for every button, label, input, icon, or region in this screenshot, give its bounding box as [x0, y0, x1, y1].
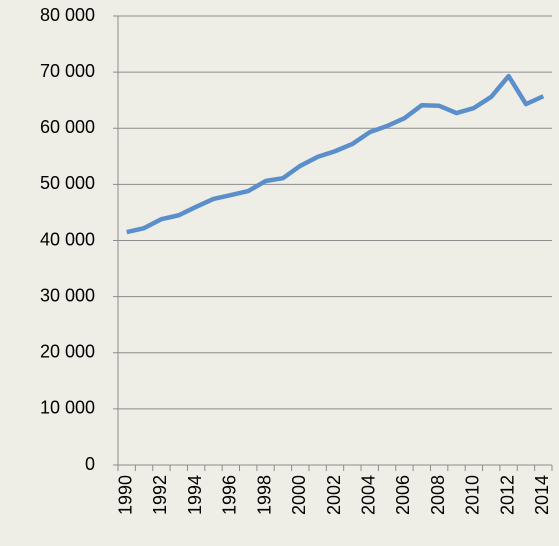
y-tick-label: 60 000 — [40, 117, 95, 137]
x-tick-label: 2010 — [463, 475, 483, 515]
x-tick-label: 1994 — [185, 475, 205, 515]
y-tick-label: 0 — [85, 454, 95, 474]
x-tick-label: 1998 — [254, 475, 274, 515]
y-tick-label: 40 000 — [40, 229, 95, 249]
x-tick-label: 2002 — [324, 475, 344, 515]
x-tick-label: 2012 — [497, 475, 517, 515]
y-tick-label: 10 000 — [40, 398, 95, 418]
x-tick-label: 2000 — [289, 475, 309, 515]
x-tick-label: 1996 — [220, 475, 240, 515]
x-tick-label: 2008 — [428, 475, 448, 515]
x-tick-label: 2006 — [393, 475, 413, 515]
x-tick-label: 2004 — [358, 475, 378, 515]
y-tick-label: 70 000 — [40, 61, 95, 81]
data-line — [126, 73, 545, 235]
x-tick-label: 2014 — [532, 475, 552, 515]
y-tick-label: 20 000 — [40, 342, 95, 362]
x-tick-label: 1992 — [150, 475, 170, 515]
x-tick-label: 1990 — [115, 475, 135, 515]
y-tick-label: 30 000 — [40, 285, 95, 305]
y-tick-label: 50 000 — [40, 173, 95, 193]
y-tick-label: 80 000 — [40, 5, 95, 25]
